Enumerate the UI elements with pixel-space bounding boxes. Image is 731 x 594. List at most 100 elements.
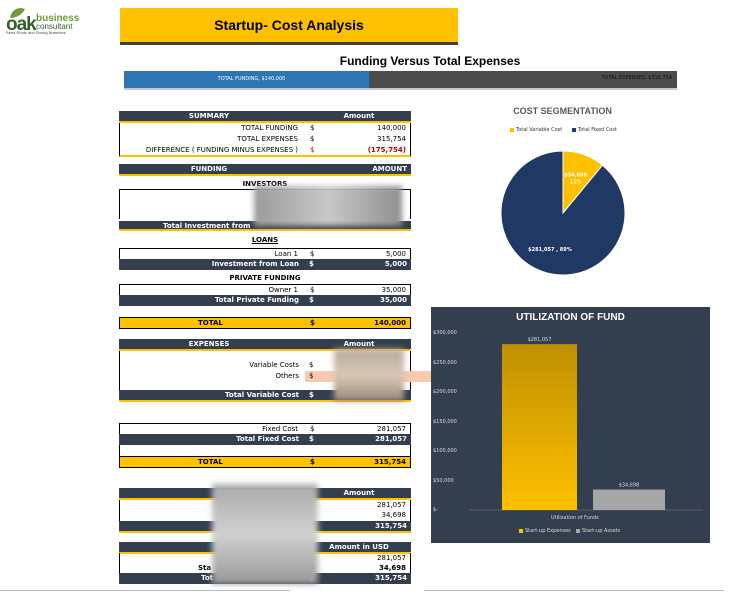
y-tick-label: $50,000 bbox=[433, 477, 454, 484]
private-total-row: Total Private Funding $ 35,000 bbox=[119, 295, 411, 306]
fixed-total-label: Total Fixed Cost bbox=[236, 435, 299, 443]
table-b-value: 34,698 bbox=[378, 564, 406, 572]
expenses-header-amount: Amount bbox=[343, 340, 375, 348]
currency-symbol: $ bbox=[309, 372, 314, 380]
currency-symbol: $ bbox=[310, 250, 315, 258]
table-b-total-value: 315,754 bbox=[375, 574, 407, 582]
empty-row bbox=[119, 445, 411, 456]
owner-row-label: Owner 1 bbox=[268, 286, 298, 294]
legend-label: Total Variable Cost bbox=[516, 127, 563, 133]
loan-total-row: Investment from Loan $ 5,000 bbox=[119, 259, 411, 270]
table-row: 281,057 bbox=[119, 500, 411, 511]
utilization-bar bbox=[502, 344, 577, 510]
currency-symbol: $ bbox=[309, 435, 314, 443]
currency-symbol: $ bbox=[310, 425, 315, 433]
redacted-region bbox=[212, 484, 318, 584]
redacted-region bbox=[254, 186, 402, 226]
pie-data-label: $281,057 , 89% bbox=[528, 247, 572, 253]
legend-swatch bbox=[572, 127, 576, 132]
funding-total-value: 140,000 bbox=[374, 319, 406, 327]
currency-symbol: $ bbox=[310, 124, 315, 132]
page-title: Startup- Cost Analysis bbox=[214, 17, 364, 33]
variable-costs-label: Variable Costs bbox=[249, 361, 299, 369]
fixed-cost-value: 281,057 bbox=[377, 425, 406, 433]
summary-row-value: (175,754) bbox=[367, 146, 406, 154]
redacted-region bbox=[334, 349, 404, 401]
table-row: 34,698 bbox=[119, 510, 411, 521]
summary-header: SUMMARY Amount bbox=[119, 111, 411, 123]
summary-row-value: 315,754 bbox=[377, 135, 406, 143]
logo-consultant-text: consultant bbox=[36, 22, 73, 31]
legend-label: Start-up Expenses bbox=[525, 528, 571, 534]
currency-symbol: $ bbox=[310, 319, 315, 327]
variable-total-label: Total Variable Cost bbox=[225, 391, 299, 399]
utilization-chart-panel: UTILIZATION OF FUND $300,000 $250,000 $200… bbox=[431, 307, 710, 543]
legend-item-startup-assets: Start-up Assets bbox=[576, 528, 620, 534]
investors-total-row: Total Investment from bbox=[119, 221, 411, 231]
funding-header-label: FUNDING bbox=[190, 165, 228, 173]
bar-data-label: $281,057 bbox=[528, 337, 552, 343]
expenses-total-row: TOTAL $ 315,754 bbox=[119, 456, 411, 468]
owner-row: Owner 1 $ 35,000 bbox=[119, 284, 411, 295]
currency-symbol: $ bbox=[309, 391, 314, 399]
y-tick-label: $250,000 bbox=[433, 359, 457, 366]
y-tick-label: $200,000 bbox=[433, 389, 457, 395]
utilization-title: UTILIZATION OF FUND bbox=[516, 312, 625, 323]
logo-business-text: business bbox=[36, 13, 80, 24]
utilization-bar bbox=[593, 489, 665, 510]
y-tick-label: $- bbox=[433, 507, 438, 513]
fixed-total-row: Total Fixed Cost $ 281,057 bbox=[119, 434, 411, 445]
utilization-bars: $281,057 $34,698 bbox=[469, 337, 703, 511]
y-tick-label: $100,000 bbox=[433, 448, 457, 454]
fixed-cost-row: Fixed Cost $ 281,057 bbox=[119, 423, 411, 434]
summary-row-label: TOTAL FUNDING bbox=[241, 124, 298, 132]
leaf-icon bbox=[10, 8, 25, 18]
expenses-bar-label: TOTAL EXPENSES, $315,754 bbox=[601, 75, 673, 81]
sheet-divider bbox=[424, 590, 724, 591]
summary-row-total-funding: TOTAL FUNDING $ 140,000 bbox=[119, 123, 411, 134]
summary-header-amount: Amount bbox=[343, 112, 375, 120]
funding-total-label: TOTAL bbox=[198, 319, 223, 327]
currency-symbol: $ bbox=[310, 458, 315, 466]
table-b-total-label: Tot bbox=[201, 574, 214, 582]
pie-slice bbox=[500, 150, 626, 276]
expenses-total-label: TOTAL bbox=[198, 458, 223, 466]
loan-row-value: 5,000 bbox=[385, 250, 406, 258]
expenses-header: EXPENSES Amount bbox=[119, 339, 411, 351]
currency-symbol: $ bbox=[309, 361, 314, 369]
funding-header-amount: AMOUNT bbox=[372, 165, 407, 173]
summary-row-difference: DIFFERENCE ( FUNDING MINUS EXPENSES ) $ … bbox=[119, 145, 411, 157]
funding-header: FUNDING AMOUNT bbox=[119, 164, 411, 176]
logo-tagline: Seed Roots and Strong Branches bbox=[6, 30, 66, 35]
owner-row-value: 35,000 bbox=[381, 286, 407, 294]
others-value-cell bbox=[305, 371, 527, 382]
fixed-total-value: 281,057 bbox=[375, 435, 407, 443]
fixed-cost-label: Fixed Cost bbox=[262, 425, 298, 433]
expenses-block bbox=[119, 351, 411, 390]
currency-symbol: $ bbox=[310, 135, 315, 143]
legend-item-variable: Total Variable Cost bbox=[510, 127, 562, 133]
loan-total-value: 5,000 bbox=[384, 260, 407, 268]
investors-total-label: Total Investment from bbox=[163, 222, 251, 230]
loans-section-title: LOANS bbox=[251, 236, 279, 244]
others-label: Others bbox=[275, 372, 299, 380]
table-a-header-amount: Amount bbox=[343, 489, 375, 497]
page-title-bar: Startup- Cost Analysis bbox=[120, 8, 458, 45]
summary-row-label: DIFFERENCE ( FUNDING MINUS EXPENSES ) bbox=[145, 146, 298, 154]
summary-row-value: 140,000 bbox=[377, 124, 406, 132]
funding-bar bbox=[124, 71, 369, 88]
summary-row-label: TOTAL EXPENSES bbox=[237, 135, 298, 143]
legend-item-startup-expenses: Start-up Expenses bbox=[519, 528, 571, 534]
cost-segmentation-title: COST SEGMENTATION bbox=[513, 106, 612, 116]
sheet-divider bbox=[0, 590, 290, 591]
expenses-total-value: 315,754 bbox=[374, 458, 406, 466]
pie-data-label: $34,698 bbox=[564, 172, 587, 178]
expenses-header-label: EXPENSES bbox=[188, 340, 230, 348]
legend-label: Total Fixed Cost bbox=[578, 127, 617, 133]
private-total-label: Total Private Funding bbox=[214, 296, 299, 304]
investors-section-title: INVESTORS bbox=[242, 180, 288, 188]
y-tick-label: $150,000 bbox=[433, 418, 457, 425]
logo-main-text: oak bbox=[6, 14, 37, 35]
x-axis-label: Utilization of Funds bbox=[551, 515, 599, 521]
